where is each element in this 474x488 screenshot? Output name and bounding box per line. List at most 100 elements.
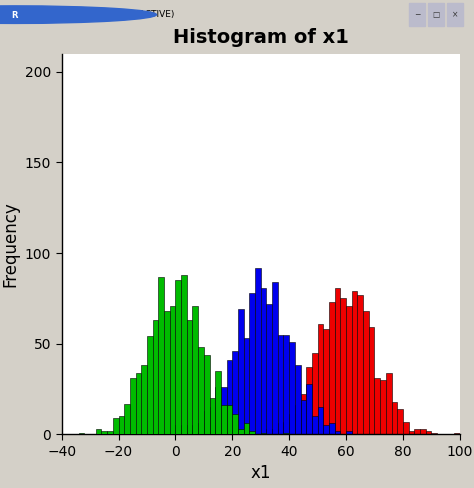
Bar [272, 282, 278, 434]
Title: Histogram of x1: Histogram of x1 [173, 27, 349, 46]
Bar [187, 425, 192, 434]
Bar [428, 3, 444, 26]
Bar [158, 277, 164, 434]
Bar [318, 324, 323, 434]
Bar [153, 320, 158, 434]
Bar [261, 287, 266, 434]
Bar [409, 3, 425, 26]
Bar [136, 373, 141, 434]
Bar [380, 380, 386, 434]
Bar [312, 353, 318, 434]
Bar [289, 342, 295, 434]
Bar [329, 424, 335, 434]
Bar [447, 3, 463, 26]
Bar [147, 336, 153, 434]
Bar [312, 416, 318, 434]
Bar [210, 407, 215, 434]
Bar [164, 311, 170, 434]
Bar [101, 431, 107, 434]
Bar [204, 355, 210, 434]
Bar [329, 302, 335, 434]
Y-axis label: Frequency: Frequency [1, 201, 19, 287]
Bar [204, 411, 210, 434]
Bar [249, 293, 255, 434]
Bar [374, 378, 380, 434]
Bar [107, 431, 113, 434]
Bar [346, 305, 352, 434]
Bar [352, 291, 357, 434]
Bar [96, 429, 101, 434]
Bar [238, 429, 244, 434]
Circle shape [0, 6, 156, 23]
Bar [227, 406, 232, 434]
Text: □: □ [432, 10, 440, 19]
Bar [266, 304, 272, 434]
Bar [397, 409, 403, 434]
Bar [192, 305, 198, 434]
Bar [181, 275, 187, 434]
Bar [261, 432, 266, 434]
Text: R Graphics: Device 2 (ACTIVE): R Graphics: Device 2 (ACTIVE) [38, 10, 174, 19]
Bar [181, 432, 187, 434]
Bar [215, 371, 221, 434]
Bar [335, 287, 340, 434]
Bar [289, 414, 295, 434]
Bar [255, 267, 261, 434]
Bar [227, 360, 232, 434]
Bar [392, 402, 397, 434]
Bar [283, 432, 289, 434]
Bar [118, 416, 124, 434]
Bar [198, 424, 204, 434]
Bar [420, 429, 426, 434]
Bar [124, 404, 130, 434]
Bar [210, 398, 215, 434]
Text: ×: × [452, 10, 458, 19]
Bar [363, 311, 369, 434]
Bar [409, 431, 414, 434]
Bar [318, 407, 323, 434]
Bar [221, 406, 227, 434]
Bar [215, 387, 221, 434]
Bar [278, 335, 283, 434]
Bar [301, 394, 306, 434]
Bar [79, 432, 84, 434]
Bar [238, 309, 244, 434]
Bar [113, 418, 118, 434]
Bar [323, 329, 329, 434]
Bar [175, 425, 181, 434]
Bar [170, 305, 175, 434]
Bar [266, 429, 272, 434]
Bar [323, 425, 329, 434]
Bar [386, 373, 392, 434]
Text: −: − [414, 10, 420, 19]
Bar [232, 414, 238, 434]
Bar [175, 280, 181, 434]
Bar [249, 431, 255, 434]
Bar [232, 351, 238, 434]
Bar [130, 378, 136, 434]
Bar [369, 327, 374, 434]
Bar [454, 432, 460, 434]
Bar [283, 335, 289, 434]
Bar [261, 432, 266, 434]
Bar [335, 431, 340, 434]
Bar [414, 429, 420, 434]
Bar [403, 422, 409, 434]
Bar [295, 406, 301, 434]
Bar [426, 431, 431, 434]
Bar [198, 347, 204, 434]
Bar [306, 367, 312, 434]
Bar [357, 295, 363, 434]
Bar [301, 400, 306, 434]
Bar [192, 432, 198, 434]
Bar [295, 366, 301, 434]
Bar [221, 387, 227, 434]
Bar [278, 424, 283, 434]
Bar [187, 320, 192, 434]
Bar [431, 432, 437, 434]
Bar [306, 384, 312, 434]
Bar [283, 422, 289, 434]
X-axis label: x1: x1 [250, 464, 271, 482]
Bar [244, 424, 249, 434]
Text: R: R [11, 11, 18, 20]
